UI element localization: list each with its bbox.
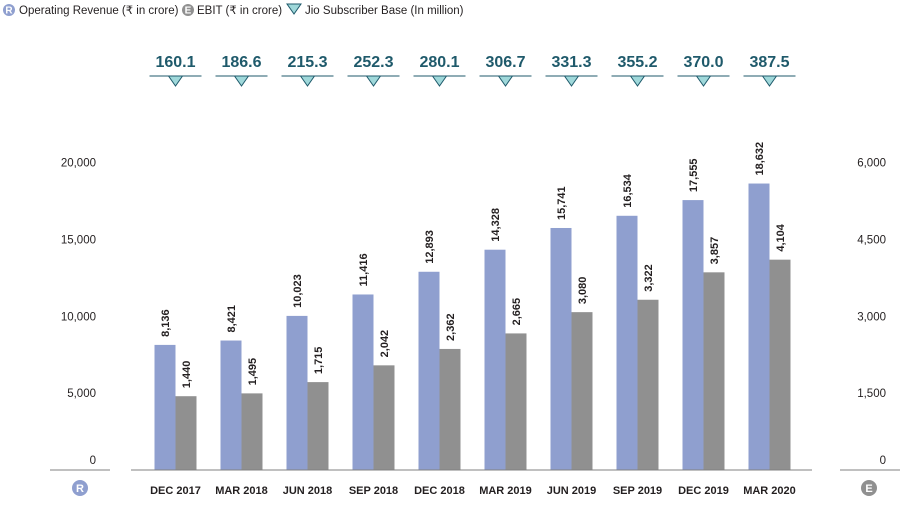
legend-ebit-label: EBIT (₹ in crore) xyxy=(197,5,282,17)
subscriber-value: 355.2 xyxy=(617,54,657,71)
ebit-bar xyxy=(241,393,263,470)
right-axis-tick-label: 3,000 xyxy=(857,311,886,323)
revenue-bar xyxy=(220,340,242,470)
revenue-bar xyxy=(682,200,704,471)
ebit-data-label: 3,080 xyxy=(577,277,589,305)
subscriber-value: 370.0 xyxy=(683,54,723,71)
category-label: MAR 2019 xyxy=(479,485,532,497)
legend-revenue-label: Operating Revenue (₹ in crore) xyxy=(19,5,179,17)
ebit-data-label: 3,857 xyxy=(709,237,721,265)
ebit-data-label: 2,362 xyxy=(445,313,457,341)
right-axis-tick-label: 4,500 xyxy=(857,234,886,246)
left-axis-tick-label: 0 xyxy=(90,455,96,467)
left-axis-badge xyxy=(72,480,88,496)
category-label: DEC 2017 xyxy=(150,485,201,497)
subscriber-marker xyxy=(431,75,448,87)
subscriber-value: 387.5 xyxy=(749,54,789,71)
subscriber-value: 306.7 xyxy=(485,54,525,71)
revenue-bar xyxy=(418,271,440,470)
revenue-bar xyxy=(484,249,506,470)
category-label: MAR 2020 xyxy=(743,485,796,497)
ebit-bar xyxy=(373,365,395,470)
subscriber-value: 280.1 xyxy=(419,54,459,71)
revenue-data-label: 17,555 xyxy=(688,158,700,192)
right-axis-badge xyxy=(861,480,877,496)
revenue-bar xyxy=(550,227,572,470)
right-axis-tick-label: 0 xyxy=(880,455,886,467)
subscriber-value: 331.3 xyxy=(551,54,591,71)
revenue-data-label: 16,534 xyxy=(622,173,634,208)
subscriber-marker xyxy=(761,75,778,87)
category-label: DEC 2019 xyxy=(678,485,729,497)
legend-revenue-badge xyxy=(3,4,15,16)
left-axis-tick-label: 10,000 xyxy=(61,311,96,323)
left-axis-badge-letter: R xyxy=(76,483,84,495)
category-label: SEP 2018 xyxy=(349,485,398,497)
revenue-data-label: 15,741 xyxy=(556,186,568,220)
subscriber-marker xyxy=(365,75,382,87)
ebit-data-label: 3,322 xyxy=(643,264,655,292)
category-label: SEP 2019 xyxy=(613,485,662,497)
revenue-data-label: 12,893 xyxy=(424,230,436,264)
revenue-bar xyxy=(154,344,176,470)
ebit-data-label: 1,440 xyxy=(181,361,193,389)
right-axis-tick-label: 1,500 xyxy=(857,388,886,400)
revenue-data-label: 11,416 xyxy=(358,253,370,286)
ebit-bar xyxy=(703,272,725,470)
category-label: JUN 2018 xyxy=(283,485,333,497)
revenue-data-label: 8,421 xyxy=(226,305,238,333)
category-label: JUN 2019 xyxy=(547,485,597,497)
subscriber-marker xyxy=(497,75,514,87)
ebit-bar xyxy=(505,333,527,470)
revenue-data-label: 8,136 xyxy=(160,309,172,337)
revenue-data-label: 10,023 xyxy=(292,274,304,308)
revenue-data-label: 18,632 xyxy=(754,142,766,176)
legend-ebit-badge-letter: E xyxy=(185,6,192,17)
ebit-data-label: 2,042 xyxy=(379,330,391,358)
revenue-bar xyxy=(352,294,374,470)
legend-subscriber-marker xyxy=(286,3,302,15)
ebit-data-label: 1,715 xyxy=(313,347,325,375)
subscriber-marker xyxy=(299,75,316,87)
subscriber-value: 215.3 xyxy=(287,54,327,71)
revenue-bar xyxy=(286,315,308,470)
ebit-bar xyxy=(439,348,461,470)
legend-subscriber-label: Jio Subscriber Base (In million) xyxy=(305,5,464,17)
ebit-data-label: 2,665 xyxy=(511,298,523,326)
right-axis-badge-letter: E xyxy=(865,483,872,495)
subscriber-marker xyxy=(233,75,250,87)
chart-marks: 0 5,000 10,000 15,000 20,000 0 1,500 3,000 4,500… xyxy=(61,54,886,497)
category-label: DEC 2018 xyxy=(414,485,465,497)
ebit-bar xyxy=(571,312,593,470)
revenue-data-label: 14,328 xyxy=(490,208,502,242)
left-axis-tick-label: 20,000 xyxy=(61,158,96,170)
revenue-bar xyxy=(616,215,638,470)
ebit-data-label: 1,495 xyxy=(247,358,259,386)
ebit-bar xyxy=(307,382,329,470)
category-label: MAR 2018 xyxy=(215,485,268,497)
left-axis-tick-label: 5,000 xyxy=(67,388,96,400)
revenue-bar xyxy=(748,183,770,470)
subscriber-value: 160.1 xyxy=(155,54,195,71)
subscriber-value: 186.6 xyxy=(221,54,261,71)
ebit-data-label: 4,104 xyxy=(775,223,787,251)
subscriber-marker xyxy=(629,75,646,87)
legend: R Operating Revenue (₹ in crore) E EBIT … xyxy=(3,3,464,17)
legend-revenue-badge-letter: R xyxy=(5,6,13,17)
ebit-bar xyxy=(637,299,659,470)
right-axis-tick-label: 6,000 xyxy=(857,158,886,170)
subscriber-marker xyxy=(167,75,184,87)
ebit-bar xyxy=(769,259,791,470)
ebit-bar xyxy=(175,396,197,470)
left-axis-tick-label: 15,000 xyxy=(61,234,96,246)
legend-ebit-badge xyxy=(182,4,194,16)
subscriber-marker xyxy=(563,75,580,87)
subscriber-value: 252.3 xyxy=(353,54,393,71)
subscriber-marker xyxy=(695,75,712,87)
